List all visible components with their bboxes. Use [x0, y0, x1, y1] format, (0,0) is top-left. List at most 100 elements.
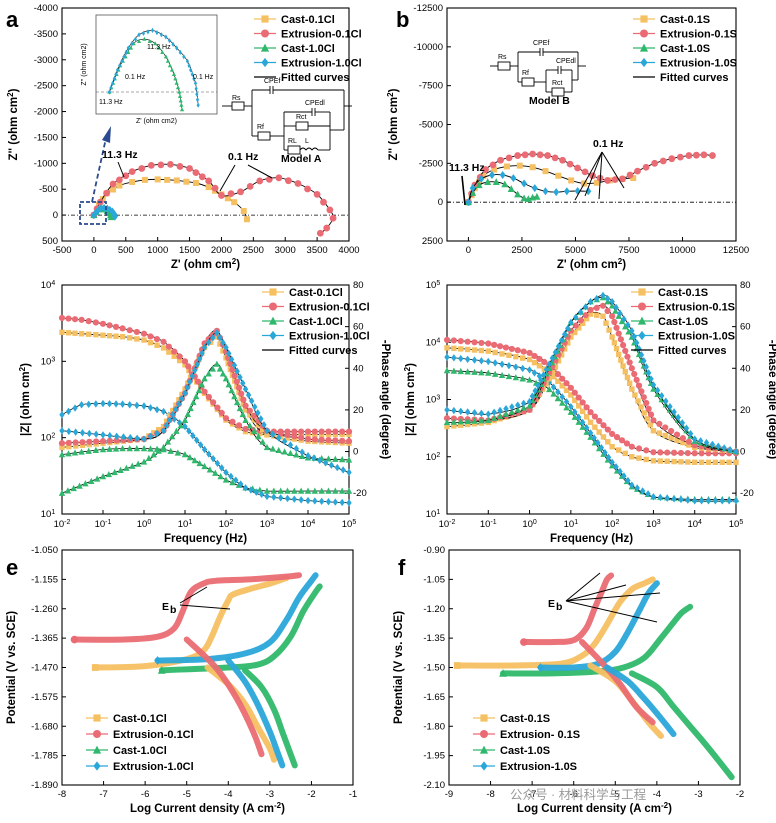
b-data-point — [551, 154, 559, 162]
c-data-point — [78, 331, 85, 337]
f-legend-marker — [480, 761, 488, 771]
d-data-point — [444, 406, 450, 414]
d-data-point — [499, 360, 505, 369]
c-data-point — [214, 459, 221, 467]
c-data-point — [213, 360, 221, 367]
d-data-point — [613, 345, 620, 352]
b-data-point — [514, 152, 522, 159]
d-data-point — [572, 397, 578, 404]
b-annotation-arrow — [584, 151, 603, 197]
d-data-point — [583, 414, 590, 420]
b-data-point — [503, 163, 510, 170]
d-data-point — [613, 303, 619, 312]
d-data-point — [733, 447, 739, 456]
a-annotation: 11.3 Hz — [102, 149, 138, 161]
c-data-point — [284, 435, 291, 441]
d-data-point — [554, 395, 562, 402]
f-start-marker — [537, 663, 544, 672]
a-x-tick-label: 1000 — [147, 245, 168, 256]
d-y-tick-label: 104 — [426, 337, 441, 349]
d-data-point — [596, 429, 602, 435]
e-y-tick-label: -1.890 — [31, 780, 58, 791]
c-data-point — [277, 494, 284, 502]
b-annotation-arrow — [601, 151, 625, 189]
d-data-point — [563, 404, 570, 411]
e-legend-label: Extrusion-0.1Cl — [113, 729, 194, 741]
c-data-point — [93, 332, 99, 338]
c-data-point — [112, 323, 120, 330]
d-data-point — [576, 413, 582, 421]
a-inset-point — [153, 41, 158, 46]
a-inset-point — [112, 76, 116, 82]
b-data-point — [484, 178, 492, 185]
d-data-point — [575, 418, 582, 425]
c-data-point — [264, 427, 270, 435]
a-inset-point — [193, 80, 198, 86]
a-data-point — [198, 173, 206, 181]
d-data-point — [513, 353, 519, 360]
c-data-point — [252, 403, 258, 411]
c-data-point — [179, 394, 185, 403]
c-data-point — [171, 353, 177, 360]
b-data-point — [491, 166, 498, 173]
a-inset-ann: 0.1 Hz — [193, 74, 214, 81]
c-data-point — [291, 428, 298, 435]
b-data-point — [497, 156, 504, 164]
c-data-point — [117, 466, 124, 473]
a-inset-point — [111, 80, 115, 86]
f-x-tick-label: -2 — [736, 789, 744, 800]
d-data-point — [499, 351, 505, 357]
d-data-point — [563, 398, 570, 406]
c-data-point — [205, 338, 212, 347]
c-data-point — [201, 445, 208, 454]
c-data-point — [141, 337, 147, 343]
d-data-point — [594, 294, 600, 303]
a-inset-point — [126, 45, 130, 51]
d-x-tick-label: 100 — [522, 519, 537, 531]
f-y-tick-label: -1.20 — [423, 604, 445, 615]
c-data-point — [219, 370, 227, 377]
d-data-point — [450, 337, 457, 344]
c-data-point — [70, 484, 77, 492]
d-data-point — [604, 294, 611, 303]
d-data-point — [639, 487, 646, 495]
c-data-point — [126, 327, 133, 334]
c-data-point — [304, 428, 312, 435]
d-data-point — [443, 367, 451, 374]
a-data-point — [164, 176, 171, 183]
a-data-point — [285, 177, 292, 185]
b-circuit: Rs CPEf Rf CPEdl Rct Model B — [490, 40, 586, 107]
e-curve — [225, 657, 286, 769]
d-data-point — [478, 357, 485, 365]
c-data-point — [85, 318, 92, 325]
c-data-point — [181, 451, 189, 458]
d-y2-tick-label: 80 — [740, 280, 751, 291]
c-data-point — [237, 480, 244, 488]
d-data-point — [464, 338, 471, 345]
c-data-point — [64, 487, 72, 494]
d-data-point — [458, 354, 464, 363]
b-data-point — [685, 152, 693, 159]
c-y-axis-label: |Z| (ohm cm2) — [18, 363, 33, 436]
c-data-point — [332, 437, 339, 444]
f-start-marker — [520, 638, 528, 646]
d-data-point — [615, 330, 622, 337]
a-y-tick-label: -500 — [39, 184, 58, 195]
d-data-point — [715, 442, 722, 450]
e-x-tick-label: -1 — [349, 789, 357, 800]
d-data-point — [502, 410, 510, 417]
panel-f: -9 -8 -7 -6 -5 -4 -3 -2 -0.90 -1.05 -1.20 -1.35 -1.5… — [393, 545, 744, 815]
d-data-point — [600, 291, 606, 300]
f-curve — [628, 670, 735, 781]
d-data-point — [654, 386, 661, 395]
a-legend-marker — [260, 43, 270, 52]
d-data-point — [703, 438, 710, 447]
d-data-point — [617, 336, 624, 343]
c-data-point — [134, 434, 140, 443]
a-inset-point — [174, 80, 179, 85]
d-data-point — [582, 312, 589, 319]
d-data-point — [698, 450, 705, 457]
c-data-point — [147, 432, 154, 440]
c-data-point — [160, 345, 167, 351]
c-data-point — [233, 476, 239, 484]
